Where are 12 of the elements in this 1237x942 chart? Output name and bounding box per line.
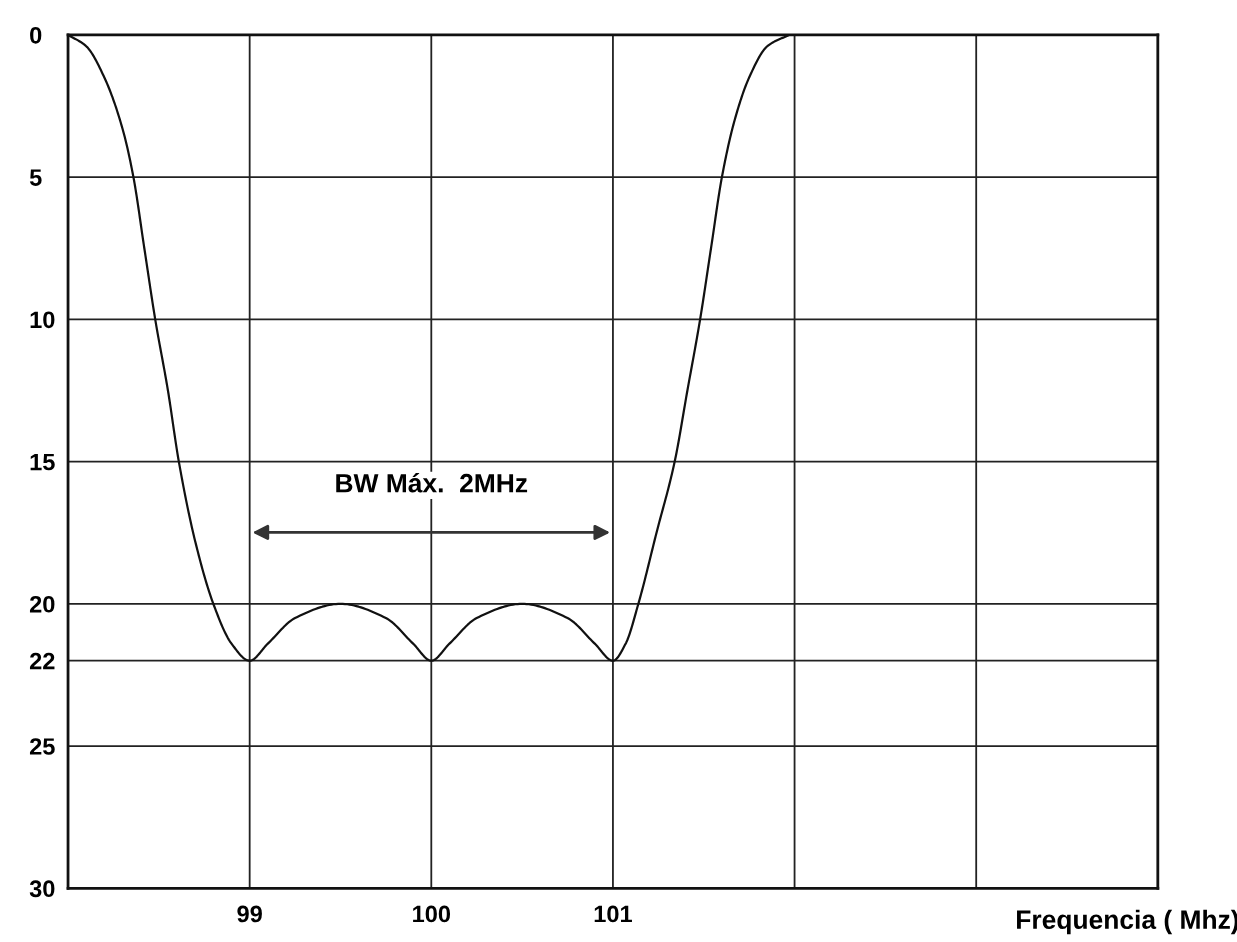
annotation: BW Máx. 2MHz [336,472,528,493]
x-tick-label: 100 [413,905,451,923]
y-tick-label: 30 [29,880,55,898]
y-tick-label: 25 [29,738,55,755]
y-tick-label: 20 [29,595,55,613]
x-tick-label: 99 [237,905,262,923]
y-tick-label: 22 [29,652,55,670]
y-tick-label: 10 [30,311,55,329]
y-tick-label: 15 [30,453,55,471]
y-tick-label: 5 [29,169,42,186]
y-tick-label: 0 [30,26,42,44]
x-tick-label: 101 [594,905,632,923]
